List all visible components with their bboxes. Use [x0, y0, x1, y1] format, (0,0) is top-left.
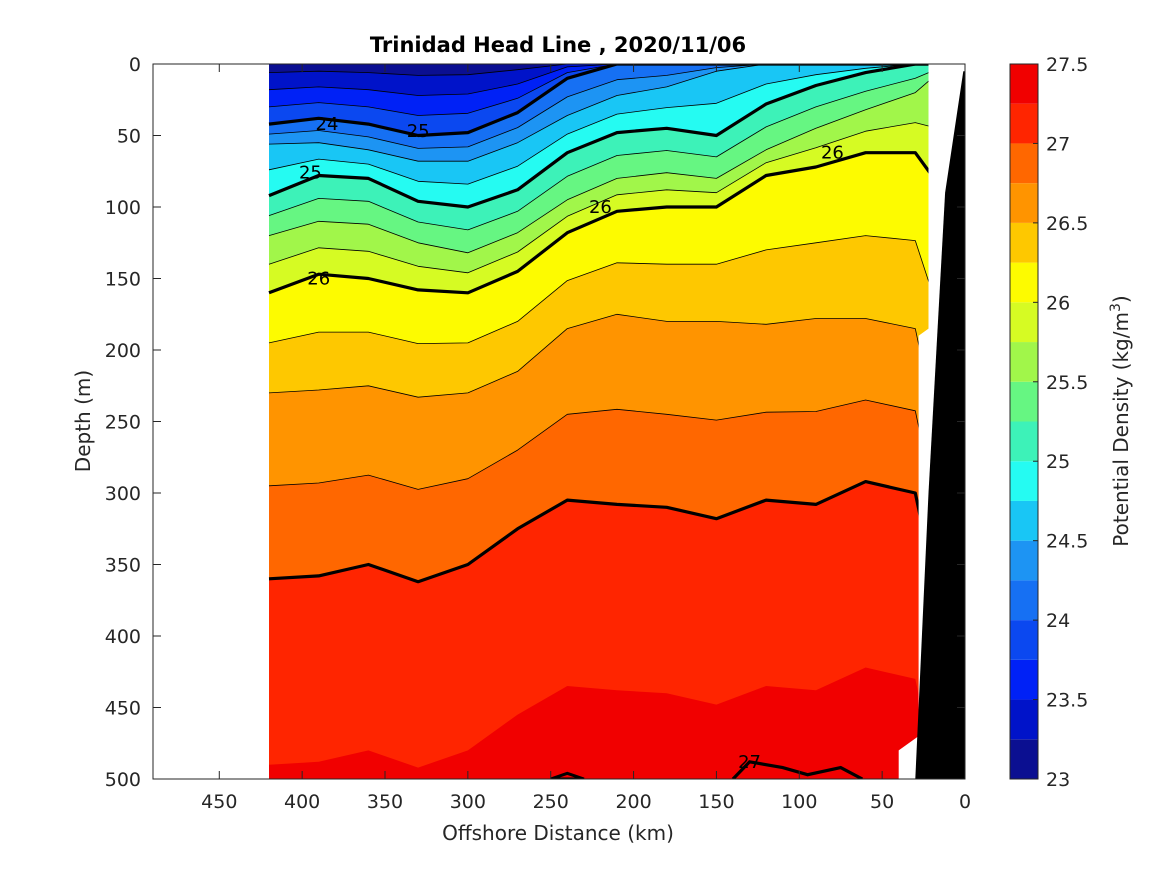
colorbar-frame	[1009, 63, 1039, 780]
y-tick-label: 50	[117, 126, 141, 148]
colorbar-swatch	[1010, 302, 1038, 343]
colorbar-swatch	[1010, 421, 1038, 462]
isopycnal-line-bold	[268, 64, 932, 138]
isopycnal-line	[268, 64, 932, 76]
x-axis-label: Offshore Distance (km)	[442, 821, 674, 845]
isopycnal-line	[268, 64, 932, 149]
y-tick-label: 100	[105, 197, 141, 219]
colorbar-swatch	[1010, 620, 1038, 660]
x-tick-label: 100	[781, 791, 817, 813]
contour-label: 24	[316, 114, 339, 135]
colorbar-swatch	[1010, 500, 1038, 541]
colorbar-swatch	[1010, 699, 1038, 740]
isopycnal-line	[268, 64, 932, 162]
colorbar-tick-label: 27	[1046, 133, 1070, 155]
plot-area	[268, 64, 965, 779]
isopycnal-line	[268, 122, 933, 274]
x-tick-label: 350	[367, 791, 403, 813]
contour-label: 26	[821, 143, 844, 164]
y-tick-label: 0	[129, 54, 141, 76]
y-tick-label: 300	[105, 483, 141, 505]
isopycnal-line-bold	[268, 151, 934, 295]
bathymetry-shelf	[915, 71, 965, 779]
y-tick-label: 150	[105, 269, 141, 291]
y-tick-label: 350	[105, 555, 141, 577]
contour-label: 27	[738, 752, 761, 773]
deep-density-patch	[550, 760, 864, 779]
isopycnal-line	[268, 64, 932, 96]
chart-title: Trinidad Head Line , 2020/11/06	[370, 33, 746, 57]
isopycnal-line	[268, 235, 933, 345]
y-tick-label: 400	[105, 626, 141, 648]
colorbar-swatch	[1010, 143, 1038, 184]
colorbar-swatch	[1010, 580, 1038, 621]
colorbar-swatch	[1010, 540, 1038, 581]
x-tick-label: 50	[870, 791, 894, 813]
colorbar-swatch	[1010, 461, 1038, 501]
x-tick-label: 250	[533, 791, 569, 813]
x-tick-label: 300	[450, 791, 486, 813]
colorbar-tick-label: 25	[1046, 451, 1070, 473]
x-tick-label: 0	[959, 791, 971, 813]
isopycnal-line	[268, 399, 933, 490]
isopycnal-line-bold	[268, 480, 934, 584]
isopycnal-line	[268, 77, 933, 254]
isopycnal-line	[268, 70, 933, 231]
colorbar-tick-label: 26.5	[1046, 213, 1088, 235]
y-tick-label: 250	[105, 412, 141, 434]
deep-patch-line	[731, 760, 864, 779]
x-tick-label: 150	[698, 791, 734, 813]
colorbar-swatch	[1010, 103, 1038, 144]
colorbar: 23 23.5 24 24.5 25 25.5 26 26.5 27 27.5	[1009, 54, 1088, 791]
y-tick-label: 450	[105, 698, 141, 720]
y-tick-label: 200	[105, 340, 141, 362]
isopycnal-lines	[268, 64, 934, 584]
colorbar-swatch	[1010, 342, 1038, 382]
colorbar-tick-label: 27.5	[1046, 54, 1088, 76]
colorbar-swatch	[1010, 183, 1038, 223]
colorbar-swatch	[1010, 64, 1038, 104]
colorbar-label-main: Potential Density (kg/m	[1109, 312, 1133, 547]
y-axis-ticks: 0 50 100 150 200 250 300 350 400 450 500	[105, 54, 965, 791]
contour-label: 25	[299, 163, 322, 184]
colorbar-tick-label: 23	[1046, 769, 1070, 791]
contour-labels: 24 25 25 26 26 26 27	[299, 114, 844, 773]
colorbar-swatch	[1010, 739, 1038, 779]
colorbar-tick-label: 25.5	[1046, 372, 1088, 394]
isopycnal-line	[268, 313, 933, 408]
x-tick-label: 200	[615, 791, 651, 813]
colorbar-swatch	[1010, 381, 1038, 422]
x-tick-label: 400	[284, 791, 320, 813]
colorbar-label-suffix: )	[1109, 295, 1133, 303]
isopycnal-line-bold	[268, 64, 932, 209]
colorbar-tick-label: 23.5	[1046, 690, 1088, 712]
colorbar-tick-label: 24	[1046, 610, 1070, 632]
density-fills	[269, 64, 932, 779]
density-band	[269, 667, 932, 779]
colorbar-label-superscript: 3	[1108, 303, 1124, 312]
colorbar-swatch	[1010, 659, 1038, 700]
colorbar-swatch	[1010, 222, 1038, 263]
y-axis-label: Depth (m)	[71, 370, 95, 472]
x-tick-label: 450	[201, 791, 237, 813]
colorbar-swatch	[1010, 262, 1038, 303]
contour-label: 26	[589, 197, 612, 218]
contour-label: 26	[307, 269, 330, 290]
contour-label: 25	[407, 121, 430, 142]
colorbar-label: Potential Density (kg/m3)	[1108, 295, 1133, 546]
isopycnal-line	[268, 64, 932, 116]
colorbar-tick-label: 26	[1046, 292, 1070, 314]
x-axis-ticks: 450 400 350 300 250 200 150 100 50 0	[201, 64, 971, 813]
isopycnal-line	[268, 64, 932, 185]
deep-patch-small	[550, 771, 585, 779]
colorbar-tick-label: 24.5	[1046, 531, 1088, 553]
y-tick-label: 500	[105, 769, 141, 791]
